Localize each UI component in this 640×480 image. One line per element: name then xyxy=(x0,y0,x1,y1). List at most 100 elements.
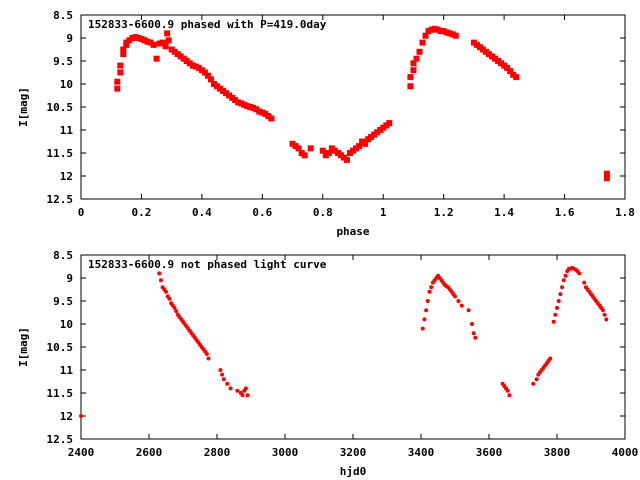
data-point xyxy=(132,34,139,41)
data-point xyxy=(343,156,350,163)
data-point xyxy=(466,308,471,313)
data-point xyxy=(126,37,133,44)
data-point xyxy=(386,120,393,127)
data-point xyxy=(492,55,499,62)
data-point xyxy=(422,32,429,39)
data-point xyxy=(153,55,160,62)
data-point xyxy=(427,289,432,294)
data-point xyxy=(555,305,559,310)
y-tick-label: 12.5 xyxy=(47,433,74,446)
data-point xyxy=(551,319,556,324)
data-point xyxy=(228,386,233,391)
data-point xyxy=(138,35,145,42)
data-point xyxy=(117,62,124,69)
data-point xyxy=(600,308,605,313)
data-point xyxy=(368,133,375,140)
x-tick-label: 3400 xyxy=(408,446,435,459)
data-point xyxy=(204,351,209,356)
data-point xyxy=(548,356,553,361)
data-point xyxy=(186,60,193,67)
panel-1: 0 0.2 0.4 0.6 0.8 1 1.2 1.4 1.6 1.8 8.5 9 9.5 10 10.5 1… xyxy=(17,9,635,238)
plot-frame xyxy=(80,254,626,440)
plot-title: 152833-6600.9 phased with P=419.0day xyxy=(88,18,327,31)
data-point xyxy=(425,28,432,35)
data-point xyxy=(156,40,163,47)
y-tick-label: 12.5 xyxy=(47,193,74,206)
data-point xyxy=(334,150,341,156)
data-point xyxy=(141,37,148,44)
panel-2: 2400 2600 2800 3000 3200 3400 3600 3800 4000 8.5 9… xyxy=(17,249,638,478)
data-point xyxy=(577,271,582,276)
x-tick-label: 0.4 xyxy=(192,206,212,219)
data-point xyxy=(207,76,214,83)
data-point xyxy=(362,140,369,147)
x-tick-label: 1.4 xyxy=(494,206,514,219)
data-point xyxy=(440,28,447,35)
x-tick-label: 3800 xyxy=(544,446,571,459)
data-point xyxy=(144,38,151,45)
data-point xyxy=(331,147,338,154)
x-tick-label: 3200 xyxy=(340,446,367,459)
series-points xyxy=(114,25,610,182)
data-point xyxy=(307,145,314,152)
data-point xyxy=(470,322,474,326)
data-point xyxy=(164,30,171,37)
data-point xyxy=(322,152,329,159)
x-tick-label: 0.6 xyxy=(252,206,272,219)
y-tick-label: 11 xyxy=(60,124,74,137)
data-point xyxy=(114,85,121,92)
data-point xyxy=(174,309,179,314)
data-point xyxy=(120,51,127,58)
data-point xyxy=(416,48,423,55)
data-point xyxy=(473,335,478,340)
data-point xyxy=(356,143,363,150)
data-point xyxy=(371,131,378,138)
y-tick-label: 10 xyxy=(60,318,73,331)
data-point xyxy=(407,83,414,90)
data-point xyxy=(245,393,250,398)
data-point xyxy=(350,147,356,154)
data-point xyxy=(603,170,610,177)
data-point xyxy=(240,393,245,398)
plot-title: 152833-6600.9 not phased light curve xyxy=(88,258,327,271)
x-tick-label: 2400 xyxy=(68,446,95,459)
data-point xyxy=(214,83,220,90)
data-point xyxy=(486,51,492,58)
data-point xyxy=(192,63,199,70)
data-point xyxy=(560,285,565,290)
data-point xyxy=(419,39,426,46)
x-axis-title: hjd0 xyxy=(340,465,367,478)
data-point xyxy=(117,69,124,76)
data-point xyxy=(380,124,387,131)
data-point xyxy=(206,356,211,361)
data-point xyxy=(489,53,496,60)
data-point xyxy=(582,280,587,285)
y-tick-label: 9.5 xyxy=(53,295,73,308)
data-point xyxy=(353,145,360,152)
data-point xyxy=(428,26,435,33)
data-point xyxy=(301,152,308,159)
data-point xyxy=(407,74,414,81)
data-point xyxy=(250,104,257,111)
data-point xyxy=(220,372,225,377)
data-point xyxy=(217,85,224,92)
data-point xyxy=(553,312,558,317)
data-point xyxy=(218,368,223,372)
x-tick-label: 2600 xyxy=(136,446,163,459)
data-point xyxy=(446,30,453,37)
data-point xyxy=(337,152,344,159)
data-point xyxy=(265,113,272,120)
data-point xyxy=(456,299,461,303)
data-point xyxy=(171,48,178,55)
data-point xyxy=(174,51,181,58)
data-point xyxy=(235,99,242,106)
data-point xyxy=(482,48,489,55)
data-point xyxy=(561,278,566,283)
data-point xyxy=(374,129,381,136)
data-point xyxy=(604,317,609,322)
data-point xyxy=(162,43,169,50)
data-point xyxy=(437,28,444,35)
data-point xyxy=(167,296,172,301)
data-point xyxy=(359,138,366,145)
data-point xyxy=(383,122,390,129)
